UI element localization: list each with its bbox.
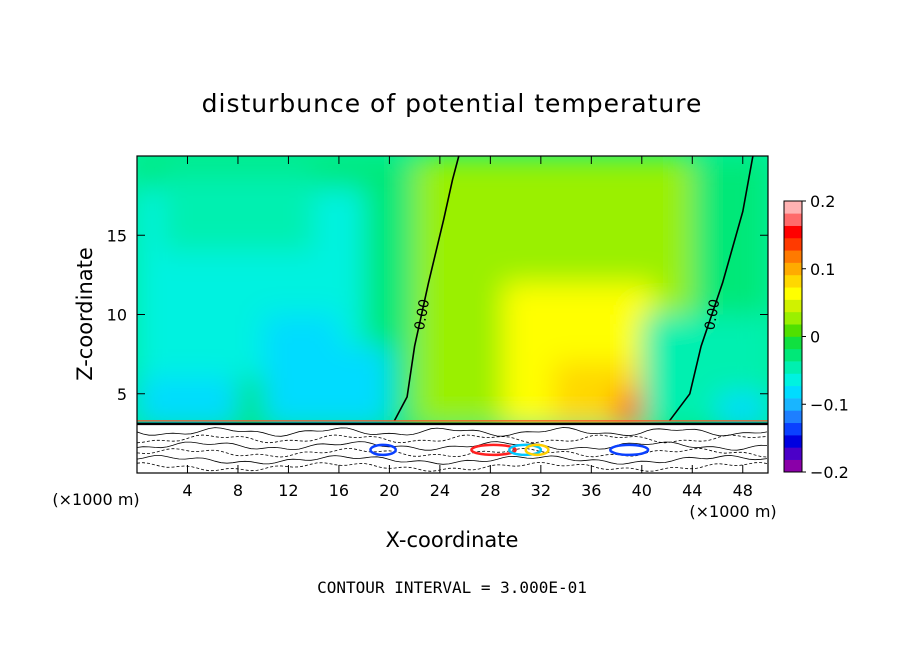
colorbar-swatch (784, 274, 802, 288)
x-unit-right: (×1000 m) (689, 502, 776, 521)
colorbar-swatch (784, 287, 802, 300)
colorbar-swatch (784, 225, 802, 239)
terrain-layer (137, 420, 768, 473)
x-unit-left: (×1000 m) (52, 490, 139, 509)
field-region (162, 171, 314, 252)
colorbar-swatch (784, 348, 802, 362)
zero-contour-line (668, 156, 754, 422)
x-tick-label: 8 (233, 481, 243, 500)
terrain-contour (137, 427, 768, 437)
colorbar-tick-label: −0.1 (810, 395, 849, 414)
colorbar-swatch (784, 435, 802, 448)
contour-label: 0.00 (702, 298, 723, 331)
colorbar-swatch (784, 336, 802, 350)
colorbar-tick-label: 0 (810, 328, 820, 347)
terrain-feature (470, 443, 517, 457)
colorbar-swatch (784, 201, 802, 214)
x-tick-label: 24 (430, 481, 450, 500)
terrain-feature (508, 443, 543, 457)
colorbar-swatch (784, 373, 802, 387)
terrain-contour (137, 455, 768, 465)
field-regions (137, 156, 768, 473)
zero-contours: 0.00 0.00 (393, 156, 754, 422)
x-tick-label: 48 (733, 481, 753, 500)
colorbar-swatch (784, 262, 802, 276)
x-tick-label: 44 (682, 481, 702, 500)
field-region (301, 346, 390, 426)
x-tick-label: 40 (632, 481, 652, 500)
terrain-contour (137, 434, 768, 444)
x-tick-label: 20 (379, 481, 399, 500)
colorbar-swatch (784, 213, 802, 226)
colorbar-swatch (784, 410, 802, 424)
x-tick-label: 32 (531, 481, 551, 500)
terrain-fill (137, 423, 768, 473)
terrain-contour (137, 441, 768, 451)
x-tick-label: 36 (581, 481, 601, 500)
colorbar-swatch (784, 324, 802, 337)
colorbar-tick-label: 0.2 (810, 192, 835, 211)
colorbar-tick-label: −0.2 (810, 463, 849, 482)
colorbar-swatch (784, 237, 802, 251)
terrain-feature (369, 443, 397, 457)
colorbar-swatch (784, 250, 802, 263)
colorbar-swatch (784, 361, 802, 374)
colorbar-tick-label: 0.1 (810, 260, 835, 279)
terrain-feature (609, 443, 650, 457)
x-tick-label: 28 (480, 481, 500, 500)
x-axis: 4 8 12 16 20 24 28 32 36 40 44 48 (182, 156, 753, 500)
x-tick-label: 16 (329, 481, 349, 500)
terrain-contour (137, 461, 768, 472)
x-tick-label: 12 (278, 481, 298, 500)
colorbar-swatch (784, 398, 802, 411)
contour-label: 0.00 (412, 298, 433, 331)
y-tick-label: 10 (107, 306, 127, 325)
chart-title: disturbunce of potential temperature (202, 89, 703, 118)
field-region (137, 377, 238, 426)
x-tick-label: 4 (182, 481, 192, 500)
contour-interval: CONTOUR INTERVAL = 3.000E-01 (317, 578, 587, 597)
y-axis-label: Z-coordinate (73, 247, 97, 381)
colorbar-swatch (784, 459, 802, 473)
x-axis-label: X-coordinate (386, 528, 519, 552)
y-axis: 5 10 15 (107, 226, 768, 404)
colorbar-swatch (784, 447, 802, 460)
y-tick-label: 5 (117, 385, 127, 404)
terrain-feature (524, 443, 550, 457)
terrain-contour (137, 447, 768, 458)
y-tick-label: 15 (107, 226, 127, 245)
field-region (717, 393, 768, 426)
zero-contour-line (393, 156, 460, 422)
colorbar-swatch (784, 385, 802, 399)
colorbar: 0.2 0.1 0 −0.1 −0.2 (783, 192, 849, 482)
colorbar-swatch (784, 299, 802, 313)
colorbar-swatch (784, 311, 802, 325)
colorbar-swatch (784, 422, 802, 436)
